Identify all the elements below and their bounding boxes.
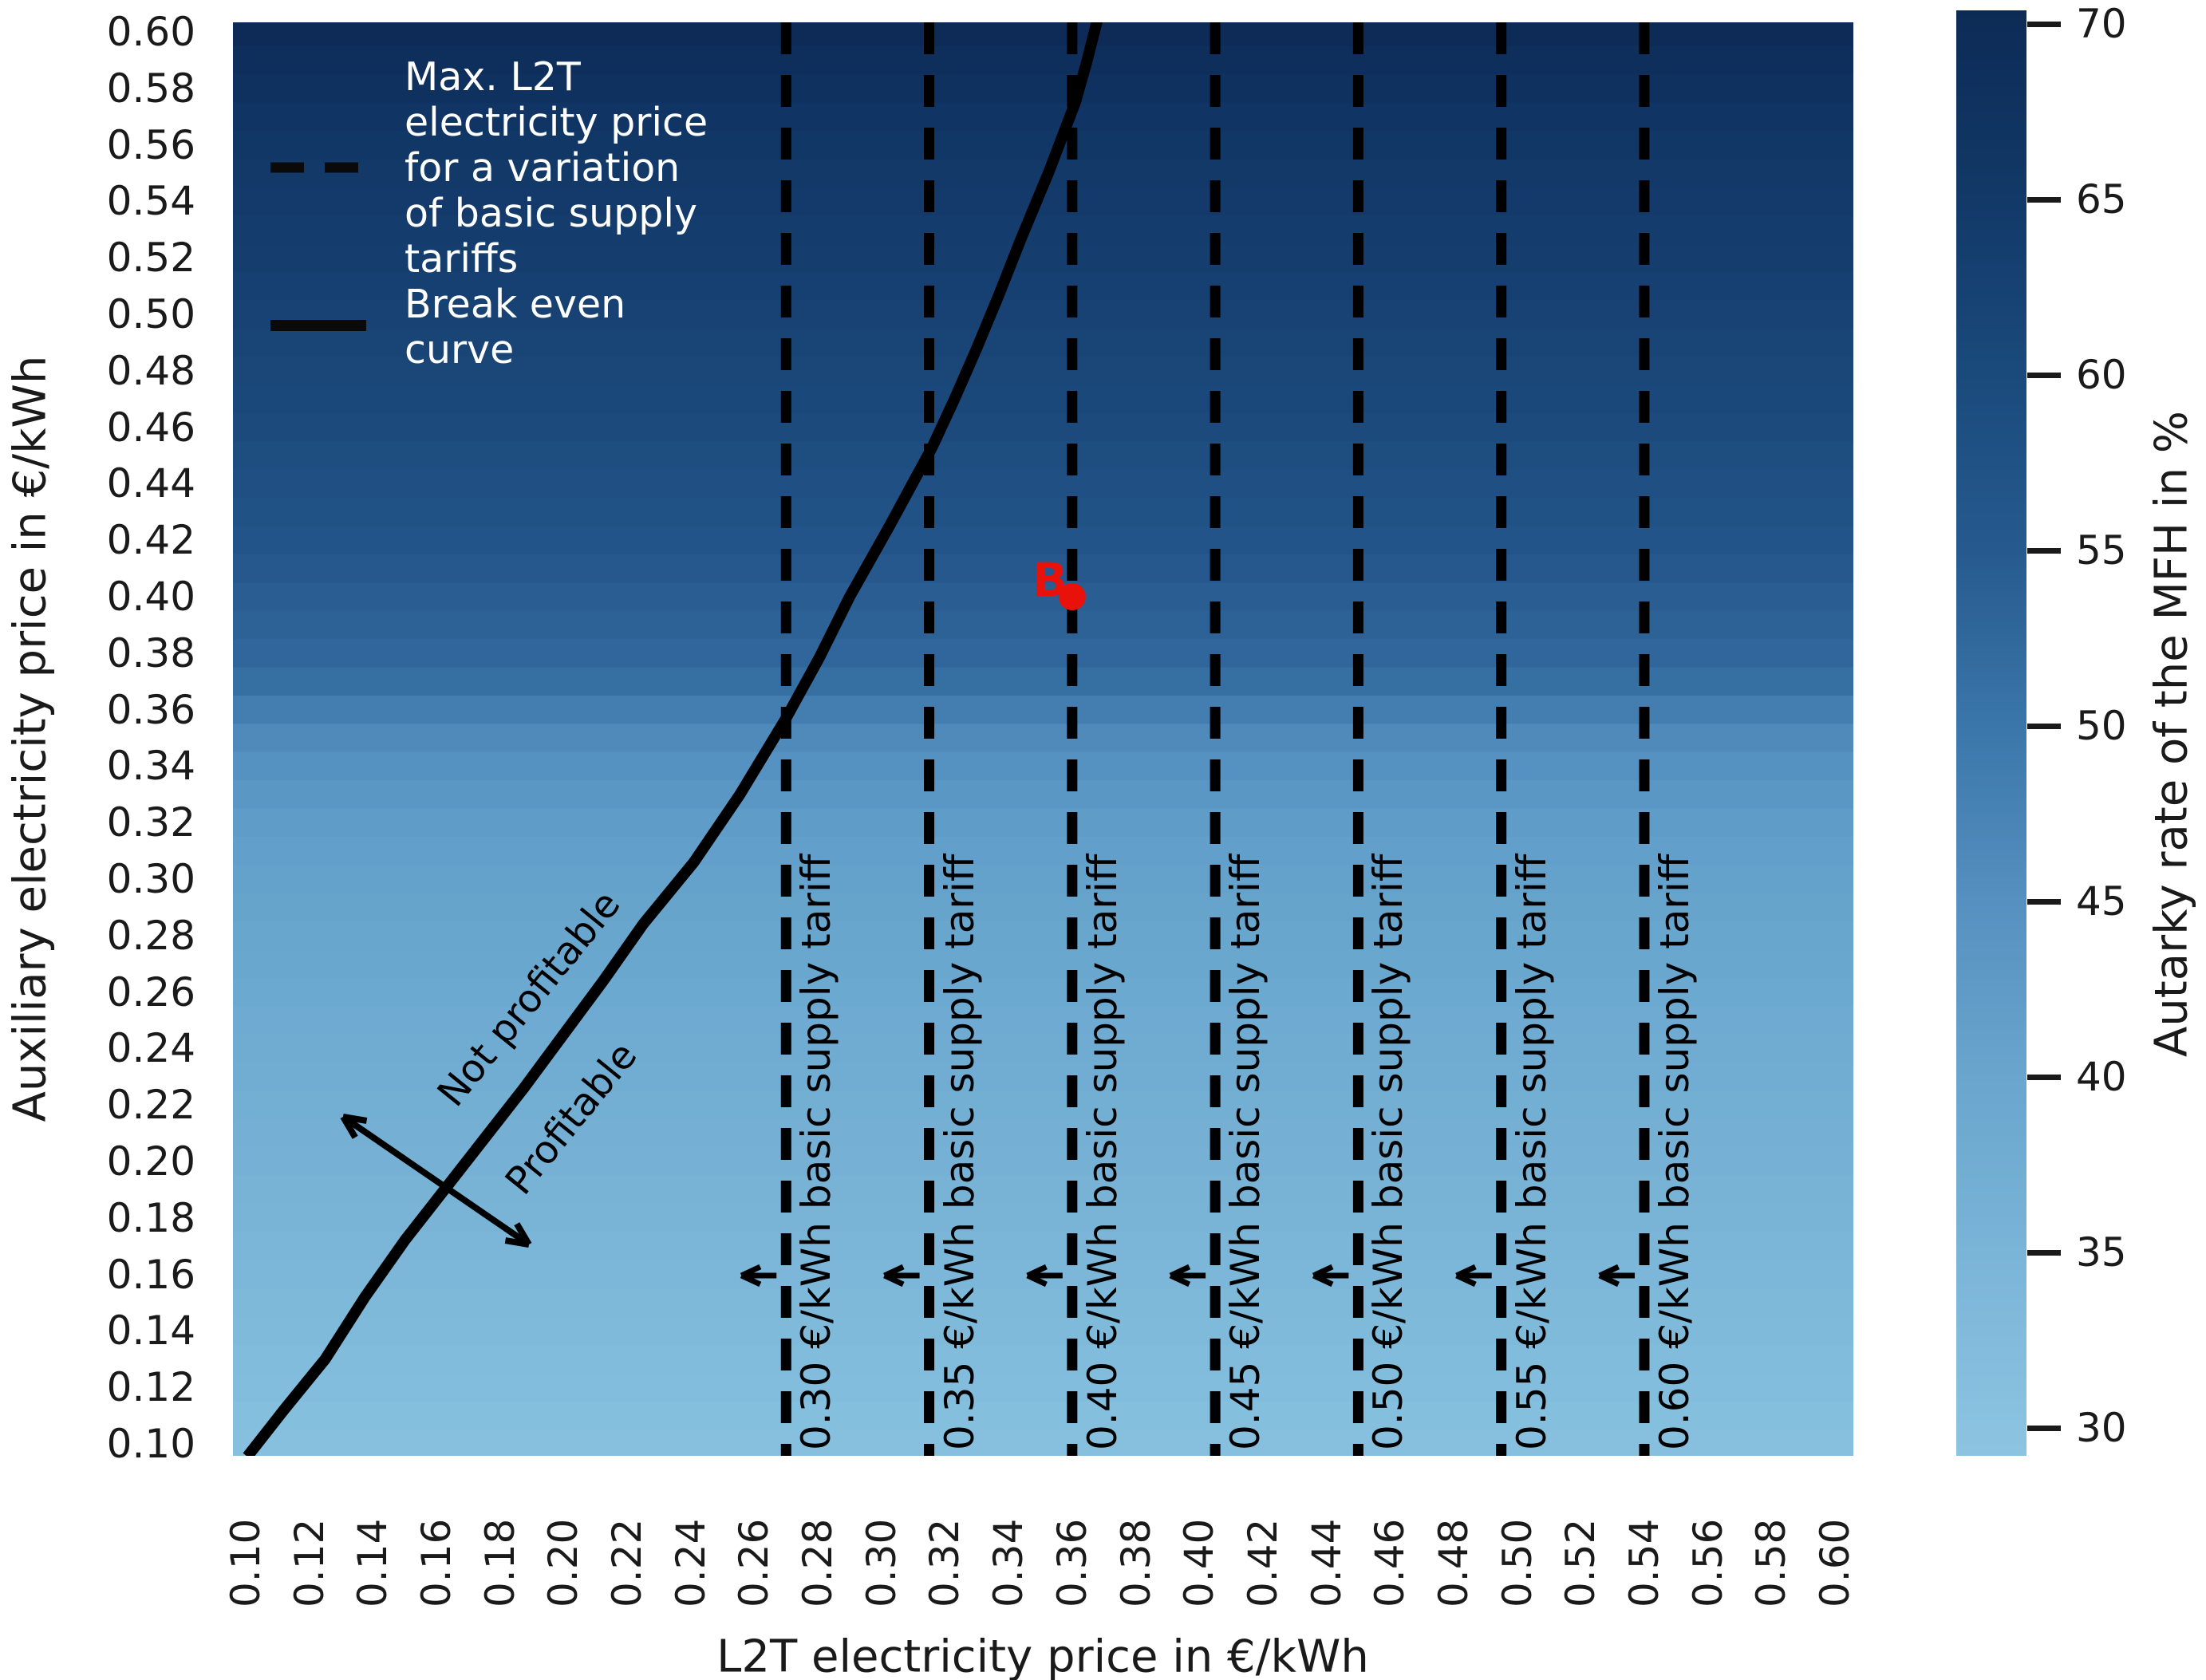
basic-supply-tariff-line-label: 0.30 €/kWh basic supply tariff <box>793 854 840 1450</box>
y-axis-tick-label: 0.48 <box>106 347 195 394</box>
colorbar-tick-mark <box>2027 1426 2061 1431</box>
x-axis-tick-label: 0.10 <box>223 1518 269 1607</box>
x-axis-tick-label: 0.32 <box>921 1518 969 1607</box>
colorbar-tick-mark <box>2027 1075 2061 1080</box>
x-axis-tick-label: 0.38 <box>1112 1518 1159 1607</box>
x-axis-tick-label: 0.28 <box>795 1518 842 1607</box>
x-axis-tick-label: 0.48 <box>1430 1518 1477 1607</box>
x-axis-label: L2T electricity price in €/kWh <box>716 1631 1369 1680</box>
colorbar-tick-mark <box>2027 548 2061 554</box>
x-axis-tick-label: 0.24 <box>667 1518 714 1607</box>
legend-item-max-l2t-price: Max. L2T electricity price for a variati… <box>404 54 708 282</box>
x-axis-tick-label: 0.40 <box>1176 1518 1223 1607</box>
y-axis-tick-label: 0.26 <box>106 968 195 1015</box>
legend-solid-line-swatch <box>270 320 366 331</box>
colorbar-tick-label: 40 <box>2076 1054 2127 1100</box>
x-axis-tick-label: 0.20 <box>540 1518 587 1607</box>
x-axis-tick-label: 0.44 <box>1303 1518 1350 1607</box>
y-axis-tick-label: 0.50 <box>106 291 195 337</box>
colorbar-tick-label: 35 <box>2076 1229 2127 1276</box>
y-axis-tick-label: 0.28 <box>106 912 195 959</box>
y-axis-tick-label: 0.60 <box>106 9 195 55</box>
y-axis-tick-label: 0.12 <box>106 1364 195 1411</box>
x-axis-tick-label: 0.50 <box>1494 1518 1541 1607</box>
point-b-label: B <box>1032 553 1068 607</box>
legend-item-break-even: Break even curve <box>404 282 626 373</box>
y-axis-tick-label: 0.16 <box>106 1251 195 1298</box>
colorbar-tick-mark <box>2027 22 2061 27</box>
colorbar-tick-label: 65 <box>2076 176 2127 223</box>
y-axis-tick-label: 0.32 <box>106 799 195 846</box>
basic-supply-tariff-line-label: 0.40 €/kWh basic supply tariff <box>1079 854 1126 1450</box>
y-axis-tick-label: 0.46 <box>106 404 195 451</box>
x-axis-tick-label: 0.36 <box>1048 1518 1095 1607</box>
y-axis-tick-label: 0.18 <box>106 1194 195 1241</box>
x-axis-tick-label: 0.12 <box>286 1518 333 1607</box>
colorbar-tick-mark <box>2027 197 2061 203</box>
y-axis-tick-label: 0.20 <box>106 1138 195 1185</box>
x-axis-tick-label: 0.16 <box>413 1518 460 1607</box>
y-axis-tick-label: 0.14 <box>106 1307 195 1355</box>
colorbar-tick-label: 50 <box>2076 703 2127 749</box>
profitability-direction-arrow <box>341 1114 531 1248</box>
y-axis-tick-label: 0.52 <box>106 235 195 282</box>
y-axis-tick-label: 0.56 <box>106 121 195 168</box>
colorbar-tick-label: 70 <box>2076 1 2127 47</box>
colorbar-tick-label: 30 <box>2076 1405 2127 1451</box>
x-axis-tick-label: 0.60 <box>1812 1518 1858 1607</box>
break-even-curve <box>243 22 1103 1456</box>
x-axis-tick-label: 0.34 <box>985 1518 1032 1607</box>
plot-overlay-svg <box>243 22 1650 1456</box>
x-axis-tick-label: 0.46 <box>1367 1518 1414 1607</box>
basic-supply-tariff-line-label: 0.50 €/kWh basic supply tariff <box>1365 854 1412 1450</box>
colorbar-tick-mark <box>2027 899 2061 905</box>
x-axis-tick-label: 0.30 <box>858 1518 905 1607</box>
y-axis-tick-label: 0.24 <box>106 1025 195 1072</box>
basic-supply-tariff-line-label: 0.55 €/kWh basic supply tariff <box>1508 854 1555 1450</box>
colorbar-label: Autarky rate of the MFH in % <box>2145 410 2198 1058</box>
x-axis-tick-label: 0.54 <box>1620 1518 1667 1607</box>
colorbar-tick-label: 55 <box>2076 527 2127 574</box>
colorbar-tick-mark <box>2027 724 2061 729</box>
basic-supply-tariff-line-label: 0.45 €/kWh basic supply tariff <box>1222 854 1269 1450</box>
y-axis-tick-label: 0.38 <box>106 629 195 676</box>
point-b-marker <box>1058 583 1086 610</box>
colorbar <box>1956 10 2026 1456</box>
y-axis-tick-label: 0.34 <box>106 743 195 790</box>
colorbar-tick-mark <box>2027 1250 2061 1256</box>
x-axis-tick-label: 0.42 <box>1239 1518 1286 1607</box>
x-axis-tick-label: 0.22 <box>604 1518 651 1607</box>
x-axis-tick-label: 0.58 <box>1748 1518 1795 1607</box>
y-axis-tick-label: 0.10 <box>106 1421 195 1467</box>
legend-dashed-line-swatch <box>270 162 366 173</box>
x-axis-tick-label: 0.14 <box>349 1518 397 1607</box>
x-axis-tick-label: 0.52 <box>1557 1518 1604 1607</box>
colorbar-tick-label: 45 <box>2076 878 2127 925</box>
colorbar-tick-label: 60 <box>2076 352 2127 398</box>
colorbar-tick-mark <box>2027 373 2061 378</box>
basic-supply-tariff-line-label: 0.35 €/kWh basic supply tariff <box>936 854 983 1450</box>
x-axis-tick-label: 0.26 <box>731 1518 778 1607</box>
y-axis-tick-label: 0.40 <box>106 574 195 620</box>
x-axis-tick-label: 0.56 <box>1684 1518 1731 1607</box>
heatmap-plot-area: Not profitable Profitable B 0.30 €/kWh b… <box>233 22 1853 1456</box>
y-axis-tick-label: 0.44 <box>106 460 195 507</box>
basic-supply-tariff-line-label: 0.60 €/kWh basic supply tariff <box>1651 854 1698 1450</box>
y-axis-tick-label: 0.30 <box>106 856 195 902</box>
y-axis-tick-label: 0.58 <box>106 65 195 112</box>
y-axis-tick-label: 0.54 <box>106 178 195 225</box>
y-axis-tick-label: 0.42 <box>106 517 195 564</box>
y-axis-tick-label: 0.36 <box>106 686 195 733</box>
x-axis-tick-label: 0.18 <box>476 1518 523 1607</box>
y-axis-tick-label: 0.22 <box>106 1082 195 1129</box>
